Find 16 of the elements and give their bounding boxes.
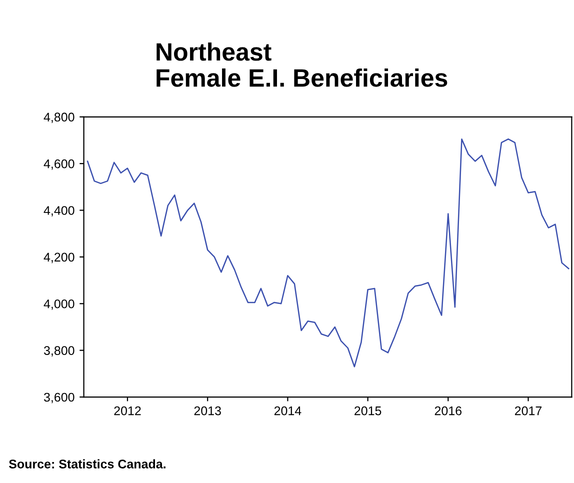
chart-title: Northeast Female E.I. Beneficiaries [156,42,448,87]
x-tick-label: 2012 [114,406,141,416]
y-tick-label: 3,600 [44,392,74,404]
y-tick-label: 3,800 [44,346,74,356]
y-tick-label: 4,800 [44,112,74,124]
x-tick-label: 2015 [354,406,382,416]
y-tick-label: 4,000 [44,299,74,310]
y-tick-label: 4,400 [44,206,74,216]
source-note: Source: Statistics Canada. [8,459,166,468]
x-tick-label: 2014 [274,406,302,416]
line-series [86,138,570,368]
x-tick-label: 2013 [194,406,221,416]
y-tick-label: 4,600 [44,159,74,170]
y-tick-label: 4,200 [44,252,74,264]
x-tick-label: 2017 [514,406,542,416]
x-tick-label: 2016 [434,406,462,416]
